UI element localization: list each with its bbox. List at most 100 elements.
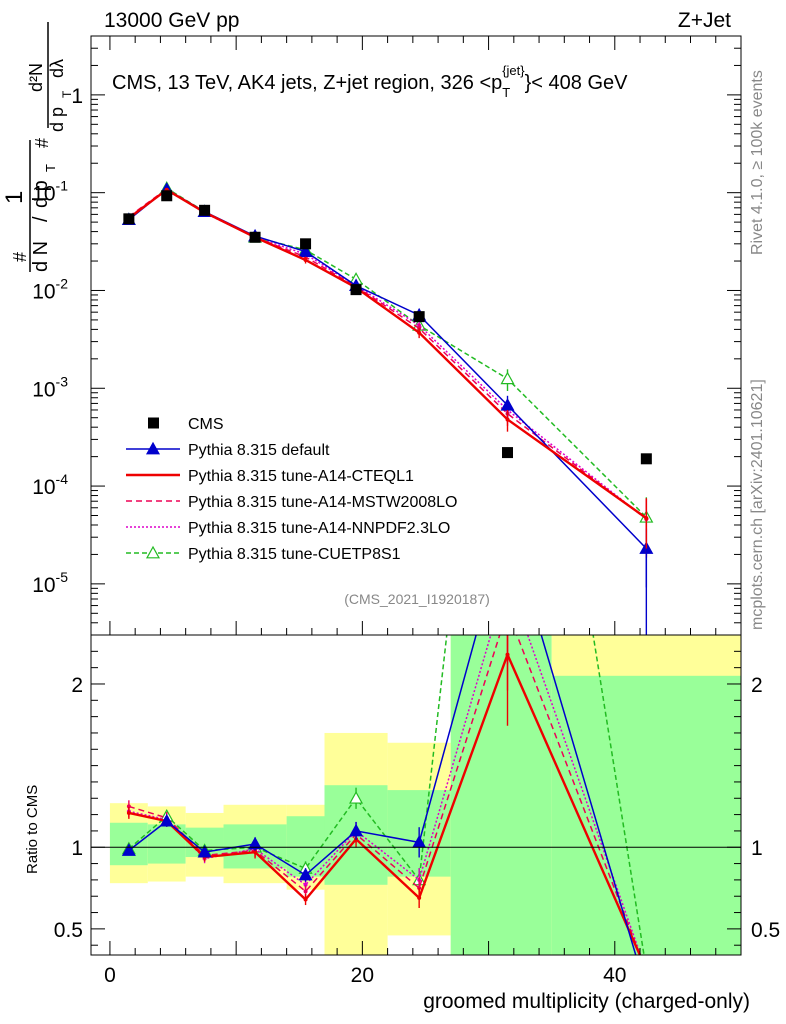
main-point-cms-4	[300, 238, 312, 250]
ratio-ytick-label-left-1: 1	[71, 837, 83, 860]
legend-item-cuetp8s1: Pythia 8.315 tune-CUETP8S1	[126, 545, 401, 563]
main-series-cms	[123, 190, 652, 465]
ratio-point-nnpdf-4	[303, 882, 308, 887]
legend-marker-default	[145, 441, 161, 455]
mcplots-label: mcplots.cern.ch [arXiv:2401.10621]	[749, 379, 766, 630]
legend-item-cteql1: Pythia 8.315 tune-A14-CTEQL1	[126, 468, 414, 485]
main-point-cms-7	[502, 447, 514, 459]
ratio-point-cteql1-8	[644, 968, 648, 972]
legend-item-nnpdf: Pythia 8.315 tune-A14-NNPDF2.3LO	[126, 520, 450, 537]
legend-marker-cuetp8s1	[145, 545, 161, 559]
legend-label-cuetp8s1: Pythia 8.315 tune-CUETP8S1	[188, 546, 401, 563]
title-sup: {jet}	[502, 63, 525, 78]
main-ytick-label-2: 10-2	[32, 275, 68, 303]
main-title: CMS, 13 TeV, AK4 jets, Z+jet region, 326…	[112, 63, 628, 100]
xtick-label-1: 20	[351, 964, 374, 987]
axes: 1 10-1 10-2 10-3 10-4 10-5 0 20 40 0.5 0.5 1 1 2 2	[32, 35, 780, 987]
ratio-point-default-2	[197, 844, 212, 858]
main-point-cms-8	[640, 453, 652, 465]
ylabel-hash-1: #	[10, 252, 30, 262]
main-point-cteql1-4	[303, 257, 308, 262]
ratio-point-cteql1-6	[417, 895, 422, 900]
main-point-cms-5	[350, 284, 362, 296]
main-point-cteql1-7	[505, 417, 510, 422]
ylabel-dpt: d p	[47, 107, 67, 132]
legend-label-cms: CMS	[188, 416, 224, 433]
ylabel-one: 1	[1, 191, 28, 204]
ratio-point-mstw-0	[126, 804, 131, 809]
ratio-ytick-label-right-0: 0.5	[751, 919, 780, 942]
ylabel-slash: /	[30, 216, 52, 222]
ratio-point-cuetp8s1-5	[349, 791, 364, 804]
ratio-point-cuetp8s1-8	[640, 964, 652, 975]
main-ytick-label-4: 10-4	[32, 471, 68, 499]
x-axis-title: groomed multiplicity (charged-only)	[423, 990, 750, 1013]
legend-item-cms: CMS	[148, 416, 224, 433]
ratio-point-default-3	[248, 836, 263, 850]
title-sub: T	[502, 85, 510, 100]
ratio-point-mstw-7	[506, 609, 510, 613]
main-point-cms-1	[161, 190, 173, 202]
ratio-ytick-label-left-0: 0.5	[54, 919, 83, 942]
legend-swatch-cms	[148, 417, 159, 429]
ratio-point-default-0	[121, 843, 136, 856]
ratio-point-nnpdf-7	[506, 576, 510, 580]
legend: CMS Pythia 8.315 default Pythia 8.315 tune…	[126, 416, 457, 563]
ratio-ytick-label-left-2: 2	[71, 674, 83, 697]
xtick-label-0: 0	[104, 964, 116, 987]
ratio-plot	[121, 515, 652, 975]
analysis-annotation: (CMS_2021_I1920187)	[344, 591, 490, 607]
ylabel-d2n: d²N	[26, 63, 46, 92]
ylabel-dn: d N	[30, 241, 52, 272]
legend-label-nnpdf: Pythia 8.315 tune-A14-NNPDF2.3LO	[188, 520, 450, 537]
legend-label-mstw: Pythia 8.315 tune-A14-MSTW2008LO	[188, 494, 457, 511]
ratio-point-cteql1-3	[253, 850, 258, 855]
ylabel-t-sub-2: T	[60, 90, 74, 98]
main-ytick-label-3: 10-3	[32, 373, 68, 401]
xtick-label-2: 40	[603, 964, 626, 987]
main-point-cuetp8s1-7	[500, 371, 515, 385]
ratio-point-cteql1-4	[303, 897, 308, 902]
ratio-line-mstw	[128, 635, 641, 955]
ratio-point-default-1	[159, 813, 174, 827]
ratio-ytick-label-right-1: 1	[751, 837, 763, 860]
main-point-cteql1-6	[417, 330, 422, 335]
ratio-ylabel: Ratio to CMS	[24, 785, 41, 874]
ratio-line-cuetp8s1	[128, 635, 645, 955]
main-point-cteql1-8	[644, 516, 649, 521]
header-right: Z+Jet	[678, 9, 731, 32]
legend-item-mstw: Pythia 8.315 tune-A14-MSTW2008LO	[126, 494, 457, 511]
band-green-7	[450, 635, 552, 955]
ratio-frame	[90, 634, 742, 956]
rivet-label: Rivet 4.1.0, ≥ 100k events	[749, 70, 766, 255]
ylabel-hash-2: #	[32, 138, 52, 148]
main-point-cms-3	[249, 231, 261, 243]
ratio-point-default-4	[298, 867, 313, 881]
main-point-cms-6	[413, 311, 425, 323]
ratio-point-cteql1-0	[126, 810, 131, 815]
band-green-1	[147, 824, 186, 864]
ratio-point-mstw-8	[644, 969, 648, 973]
title-post: }< 408 GeV	[525, 72, 629, 94]
main-ytick-label-0: 1	[71, 85, 83, 108]
ratio-point-cteql1-7	[505, 652, 510, 657]
legend-label-cteql1: Pythia 8.315 tune-A14-CTEQL1	[188, 468, 414, 485]
ratio-point-nnpdf-8	[644, 969, 648, 973]
ratio-point-mstw-4	[303, 889, 308, 894]
ylabel-dlambda: dλ	[47, 59, 67, 78]
ratio-bands	[109, 635, 741, 955]
title-text: CMS, 13 TeV, AK4 jets, Z+jet region, 326…	[112, 63, 628, 100]
ylabel-dp: d p	[30, 180, 52, 208]
ratio-series-default	[121, 515, 637, 955]
ratio-point-default-5	[349, 823, 364, 837]
ratio-point-default-7	[502, 515, 514, 526]
header-left: 13000 GeV pp	[104, 9, 239, 32]
legend-label-default: Pythia 8.315 default	[188, 442, 330, 459]
main-point-cms-0	[123, 213, 135, 225]
main-ytick-label-5: 10-5	[32, 569, 68, 597]
main-ylabel: # 1 d N / d p T # d²N d p T dλ	[1, 22, 74, 272]
band-green-8	[551, 675, 741, 955]
main-ytick-label-1: 10-1	[32, 178, 68, 206]
ratio-ytick-label-right-2: 2	[751, 674, 763, 697]
